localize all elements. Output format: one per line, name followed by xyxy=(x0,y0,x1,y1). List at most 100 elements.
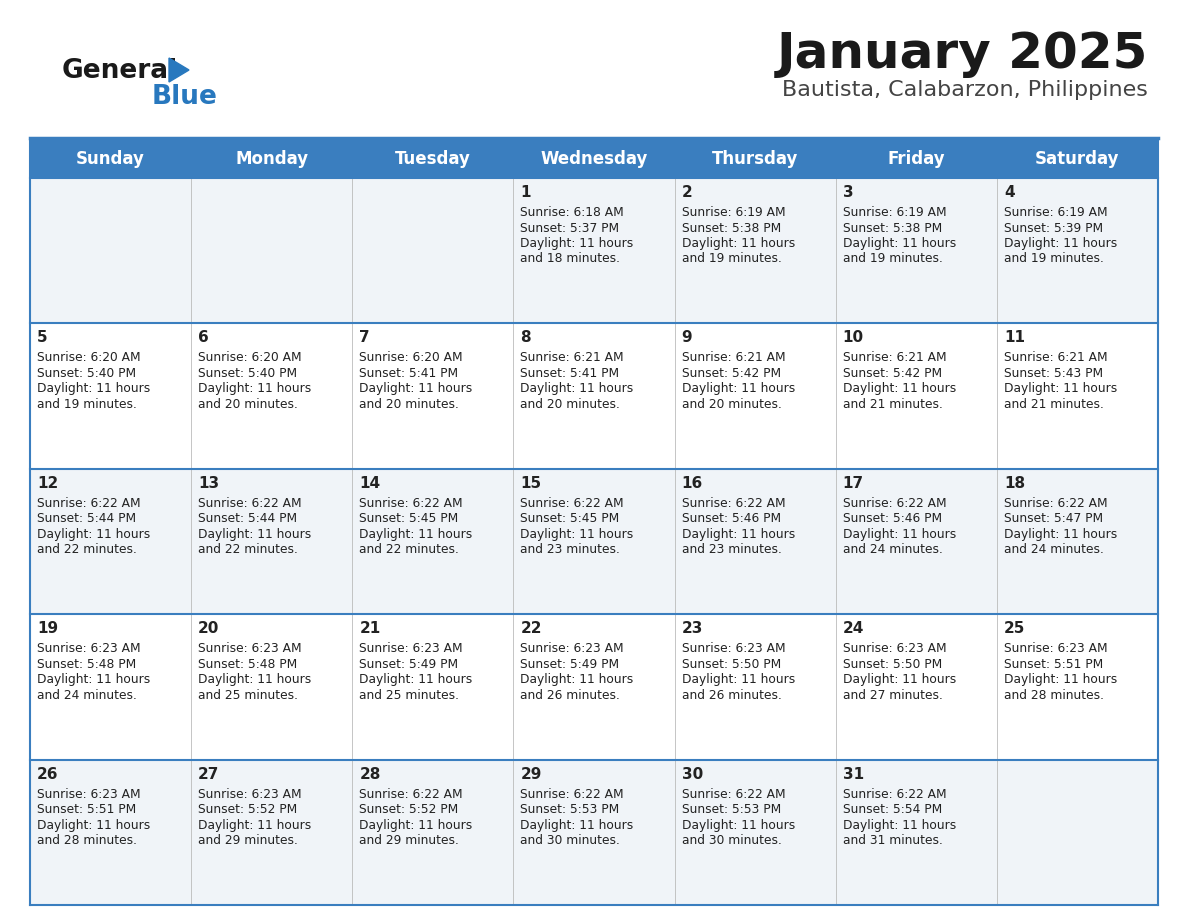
Text: and 20 minutes.: and 20 minutes. xyxy=(359,397,459,411)
Text: Sunset: 5:51 PM: Sunset: 5:51 PM xyxy=(37,803,137,816)
Text: and 30 minutes.: and 30 minutes. xyxy=(520,834,620,847)
Bar xyxy=(30,614,1158,759)
Text: Sunrise: 6:21 AM: Sunrise: 6:21 AM xyxy=(1004,352,1107,364)
Text: and 19 minutes.: and 19 minutes. xyxy=(682,252,782,265)
Text: 8: 8 xyxy=(520,330,531,345)
Text: 4: 4 xyxy=(1004,185,1015,200)
Text: 3: 3 xyxy=(842,185,853,200)
Text: Sunrise: 6:22 AM: Sunrise: 6:22 AM xyxy=(359,788,463,800)
Text: 21: 21 xyxy=(359,621,380,636)
Text: Sunrise: 6:23 AM: Sunrise: 6:23 AM xyxy=(1004,643,1107,655)
Text: and 28 minutes.: and 28 minutes. xyxy=(1004,688,1104,701)
Text: 7: 7 xyxy=(359,330,369,345)
Text: Sunset: 5:45 PM: Sunset: 5:45 PM xyxy=(359,512,459,525)
Text: Sunrise: 6:22 AM: Sunrise: 6:22 AM xyxy=(37,497,140,509)
Text: Sunset: 5:51 PM: Sunset: 5:51 PM xyxy=(1004,657,1104,671)
Text: Sunset: 5:48 PM: Sunset: 5:48 PM xyxy=(198,657,297,671)
Text: Daylight: 11 hours: Daylight: 11 hours xyxy=(1004,528,1117,541)
Text: Sunset: 5:54 PM: Sunset: 5:54 PM xyxy=(842,803,942,816)
Text: Daylight: 11 hours: Daylight: 11 hours xyxy=(682,383,795,396)
Text: Daylight: 11 hours: Daylight: 11 hours xyxy=(1004,383,1117,396)
Text: Daylight: 11 hours: Daylight: 11 hours xyxy=(198,819,311,832)
Text: Sunset: 5:42 PM: Sunset: 5:42 PM xyxy=(842,367,942,380)
Text: Tuesday: Tuesday xyxy=(394,150,470,168)
Text: Sunset: 5:52 PM: Sunset: 5:52 PM xyxy=(198,803,297,816)
Text: Sunrise: 6:23 AM: Sunrise: 6:23 AM xyxy=(37,643,140,655)
Text: Daylight: 11 hours: Daylight: 11 hours xyxy=(1004,237,1117,250)
Text: Sunrise: 6:20 AM: Sunrise: 6:20 AM xyxy=(198,352,302,364)
Text: and 20 minutes.: and 20 minutes. xyxy=(682,397,782,411)
Text: and 26 minutes.: and 26 minutes. xyxy=(682,688,782,701)
Text: Sunset: 5:37 PM: Sunset: 5:37 PM xyxy=(520,221,620,234)
Text: 19: 19 xyxy=(37,621,58,636)
Text: and 23 minutes.: and 23 minutes. xyxy=(682,543,782,556)
Text: Sunrise: 6:21 AM: Sunrise: 6:21 AM xyxy=(682,352,785,364)
Text: Wednesday: Wednesday xyxy=(541,150,647,168)
Text: Sunset: 5:49 PM: Sunset: 5:49 PM xyxy=(359,657,459,671)
Text: Daylight: 11 hours: Daylight: 11 hours xyxy=(37,383,150,396)
Text: Friday: Friday xyxy=(887,150,946,168)
Text: 24: 24 xyxy=(842,621,864,636)
Text: Sunrise: 6:22 AM: Sunrise: 6:22 AM xyxy=(682,497,785,509)
Text: Daylight: 11 hours: Daylight: 11 hours xyxy=(359,819,473,832)
Text: Sunset: 5:44 PM: Sunset: 5:44 PM xyxy=(198,512,297,525)
Text: Daylight: 11 hours: Daylight: 11 hours xyxy=(520,383,633,396)
Text: and 20 minutes.: and 20 minutes. xyxy=(520,397,620,411)
Text: and 24 minutes.: and 24 minutes. xyxy=(37,688,137,701)
Text: Daylight: 11 hours: Daylight: 11 hours xyxy=(37,528,150,541)
Text: 18: 18 xyxy=(1004,476,1025,491)
Text: and 22 minutes.: and 22 minutes. xyxy=(198,543,298,556)
Text: Sunrise: 6:22 AM: Sunrise: 6:22 AM xyxy=(520,788,624,800)
Text: Sunrise: 6:20 AM: Sunrise: 6:20 AM xyxy=(359,352,463,364)
Text: Sunset: 5:53 PM: Sunset: 5:53 PM xyxy=(682,803,781,816)
Text: Sunrise: 6:22 AM: Sunrise: 6:22 AM xyxy=(682,788,785,800)
Text: Monday: Monday xyxy=(235,150,308,168)
Text: Daylight: 11 hours: Daylight: 11 hours xyxy=(359,673,473,686)
Text: Sunday: Sunday xyxy=(76,150,145,168)
Bar xyxy=(30,178,1158,323)
Text: Sunset: 5:46 PM: Sunset: 5:46 PM xyxy=(682,512,781,525)
Text: 9: 9 xyxy=(682,330,693,345)
Text: Sunrise: 6:23 AM: Sunrise: 6:23 AM xyxy=(842,643,947,655)
Text: Sunrise: 6:19 AM: Sunrise: 6:19 AM xyxy=(682,206,785,219)
Text: Sunrise: 6:20 AM: Sunrise: 6:20 AM xyxy=(37,352,140,364)
Text: 20: 20 xyxy=(198,621,220,636)
Text: Daylight: 11 hours: Daylight: 11 hours xyxy=(842,528,956,541)
Text: 31: 31 xyxy=(842,767,864,781)
Text: 6: 6 xyxy=(198,330,209,345)
Text: Sunrise: 6:23 AM: Sunrise: 6:23 AM xyxy=(37,788,140,800)
Text: Sunrise: 6:23 AM: Sunrise: 6:23 AM xyxy=(520,643,624,655)
Text: Daylight: 11 hours: Daylight: 11 hours xyxy=(682,528,795,541)
Text: Sunset: 5:47 PM: Sunset: 5:47 PM xyxy=(1004,512,1102,525)
Text: Sunset: 5:42 PM: Sunset: 5:42 PM xyxy=(682,367,781,380)
Text: Bautista, Calabarzon, Philippines: Bautista, Calabarzon, Philippines xyxy=(782,80,1148,100)
Text: Sunrise: 6:21 AM: Sunrise: 6:21 AM xyxy=(842,352,947,364)
Text: Sunrise: 6:19 AM: Sunrise: 6:19 AM xyxy=(842,206,947,219)
Text: and 28 minutes.: and 28 minutes. xyxy=(37,834,137,847)
Text: and 29 minutes.: and 29 minutes. xyxy=(359,834,459,847)
Text: 1: 1 xyxy=(520,185,531,200)
Text: Sunrise: 6:23 AM: Sunrise: 6:23 AM xyxy=(198,643,302,655)
Text: Daylight: 11 hours: Daylight: 11 hours xyxy=(682,819,795,832)
Text: Daylight: 11 hours: Daylight: 11 hours xyxy=(520,528,633,541)
Text: and 25 minutes.: and 25 minutes. xyxy=(359,688,460,701)
Text: Daylight: 11 hours: Daylight: 11 hours xyxy=(520,673,633,686)
Text: 2: 2 xyxy=(682,185,693,200)
Text: Daylight: 11 hours: Daylight: 11 hours xyxy=(842,819,956,832)
Text: Sunset: 5:50 PM: Sunset: 5:50 PM xyxy=(842,657,942,671)
Text: 12: 12 xyxy=(37,476,58,491)
Text: Sunrise: 6:22 AM: Sunrise: 6:22 AM xyxy=(842,788,947,800)
Text: 16: 16 xyxy=(682,476,703,491)
Text: Daylight: 11 hours: Daylight: 11 hours xyxy=(198,383,311,396)
Text: 22: 22 xyxy=(520,621,542,636)
Text: Daylight: 11 hours: Daylight: 11 hours xyxy=(37,673,150,686)
Text: and 26 minutes.: and 26 minutes. xyxy=(520,688,620,701)
Text: Daylight: 11 hours: Daylight: 11 hours xyxy=(842,673,956,686)
Text: and 22 minutes.: and 22 minutes. xyxy=(37,543,137,556)
Text: Daylight: 11 hours: Daylight: 11 hours xyxy=(359,383,473,396)
Text: and 23 minutes.: and 23 minutes. xyxy=(520,543,620,556)
Text: Sunrise: 6:22 AM: Sunrise: 6:22 AM xyxy=(842,497,947,509)
Text: Daylight: 11 hours: Daylight: 11 hours xyxy=(842,383,956,396)
Text: Sunset: 5:39 PM: Sunset: 5:39 PM xyxy=(1004,221,1102,234)
Text: 26: 26 xyxy=(37,767,58,781)
